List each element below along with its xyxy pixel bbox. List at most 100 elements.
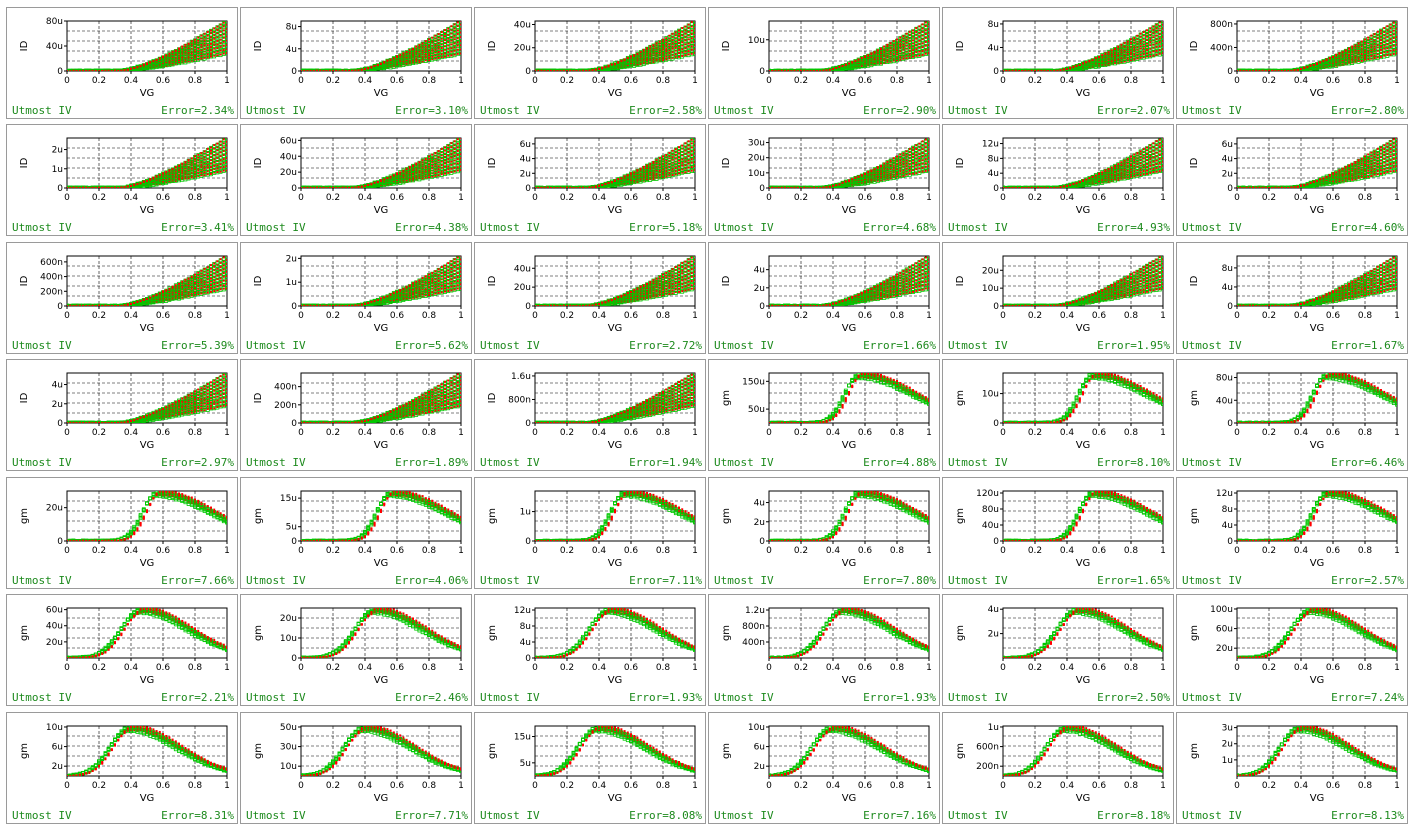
measured-point (1126, 50, 1129, 53)
measured-point (924, 33, 927, 36)
simulated-point (68, 69, 73, 71)
measured-point (1162, 52, 1163, 55)
measured-point (1142, 31, 1145, 34)
measured-point (690, 52, 693, 55)
measured-point (101, 70, 104, 71)
measured-point (1091, 59, 1094, 62)
measured-point (1139, 39, 1142, 42)
measured-point (684, 47, 687, 50)
simulated-point (225, 23, 227, 28)
x-tick-label: 0.6 (156, 76, 171, 86)
measured-point (450, 39, 453, 42)
measured-point (690, 48, 693, 51)
measured-point (1107, 51, 1110, 54)
measured-point (905, 38, 908, 41)
measured-point (918, 39, 921, 42)
simulated-point (87, 69, 92, 71)
measured-point (623, 59, 626, 62)
measured-point (1155, 27, 1158, 30)
measured-point (187, 55, 190, 58)
measured-point (601, 66, 604, 69)
measured-point (1123, 49, 1126, 52)
simulated-point (404, 50, 409, 55)
measured-point (1139, 56, 1142, 59)
measured-point (1085, 61, 1088, 64)
measured-point (924, 36, 927, 39)
data-series (769, 21, 929, 71)
measured-point (633, 54, 636, 57)
measured-point (1158, 41, 1161, 44)
measured-point (1357, 57, 1360, 60)
measured-point (456, 32, 459, 35)
measured-point (1110, 54, 1113, 57)
measured-point (671, 35, 674, 38)
measured-point (187, 46, 190, 49)
measured-point (117, 69, 120, 71)
measured-point (1162, 35, 1163, 38)
measured-point (226, 23, 227, 26)
x-tick-label: 0.4 (1060, 76, 1075, 86)
measured-point (203, 39, 206, 42)
measured-point (1098, 59, 1100, 62)
measured-point (447, 51, 450, 54)
measured-point (1383, 51, 1386, 54)
measured-point (1130, 41, 1132, 44)
measured-point (816, 69, 818, 71)
x-tick-label: 0.6 (858, 76, 873, 86)
measured-point (809, 70, 812, 71)
measured-point (1120, 43, 1123, 46)
measured-point (690, 21, 693, 24)
measured-point (928, 21, 929, 22)
simulated-point (1010, 69, 1015, 71)
measured-point (206, 56, 209, 59)
measured-point (82, 69, 84, 71)
measured-point (162, 65, 164, 68)
measured-point (662, 59, 664, 62)
measured-point (1158, 29, 1161, 32)
measured-point (899, 45, 902, 48)
measured-point (883, 49, 886, 52)
simulated-point (1395, 51, 1397, 56)
measured-point (126, 68, 129, 71)
measured-point (684, 50, 687, 53)
measured-point (928, 23, 929, 26)
measured-point (213, 51, 216, 54)
measured-point (197, 55, 200, 58)
x-tick-label: 1 (926, 76, 932, 86)
measured-point (1155, 53, 1158, 56)
measured-point (1380, 48, 1382, 51)
measured-point (222, 40, 225, 43)
simulated-point (459, 21, 461, 24)
measured-point (1101, 57, 1104, 60)
measured-point (694, 40, 695, 43)
measured-point (896, 38, 898, 41)
measured-point (200, 49, 203, 52)
measured-point (1094, 59, 1097, 62)
simulated-point (795, 69, 800, 71)
measured-point (665, 47, 668, 50)
measured-point (844, 63, 847, 66)
measured-point (424, 50, 427, 53)
simulated-point (770, 69, 775, 71)
x-tick-label: 1 (692, 76, 698, 86)
measured-point (873, 62, 876, 65)
measured-point (1139, 53, 1142, 56)
measured-point (1139, 32, 1142, 35)
measured-point (341, 69, 344, 71)
simulated-point (1042, 69, 1047, 71)
measured-point (1098, 58, 1100, 61)
simulated-point (574, 69, 579, 71)
measured-point (1158, 45, 1161, 48)
measured-point (1162, 39, 1163, 42)
measured-point (924, 29, 927, 32)
measured-point (1149, 34, 1152, 37)
measured-point (649, 55, 652, 58)
measured-point (178, 56, 180, 59)
measured-point (460, 27, 461, 30)
measured-point (434, 51, 437, 54)
simulated-point (97, 69, 101, 71)
measured-point (1133, 52, 1136, 55)
x-tick-label: 0.8 (422, 76, 437, 86)
